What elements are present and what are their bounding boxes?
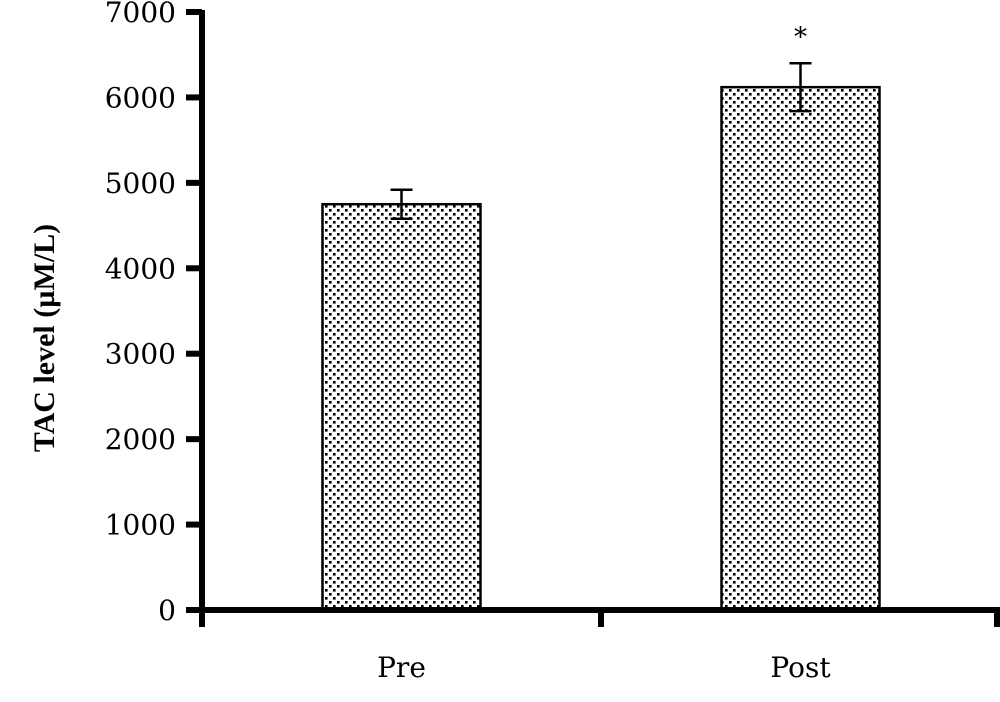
x-tick-label: Pre [377,651,426,684]
axes-layer [186,9,1000,627]
y-tick-label: 0 [158,594,176,627]
error-bar-post [789,62,812,113]
bar-pre [321,202,482,612]
y-tick-label: 1000 [105,509,176,542]
bars-layer [321,85,881,612]
y-tick-label: 6000 [105,81,176,114]
y-tick-label: 7000 [105,0,176,29]
y-axis-title: TAC level (µM/L) [28,224,61,452]
x-tick-label: Post [770,651,831,684]
y-tick-label: 4000 [105,252,176,285]
labels-layer: Pre * Post 0 1000 2000 3000 4000 5000 6000 7000 [105,0,832,684]
y-tick-label: 5000 [105,167,176,200]
y-tick-label: 3000 [105,338,176,371]
significance-marker: * [794,22,807,52]
bar-post [720,85,881,612]
error-bars-layer [390,62,812,220]
error-bar-pre [390,188,413,220]
y-tick-label: 2000 [105,423,176,456]
